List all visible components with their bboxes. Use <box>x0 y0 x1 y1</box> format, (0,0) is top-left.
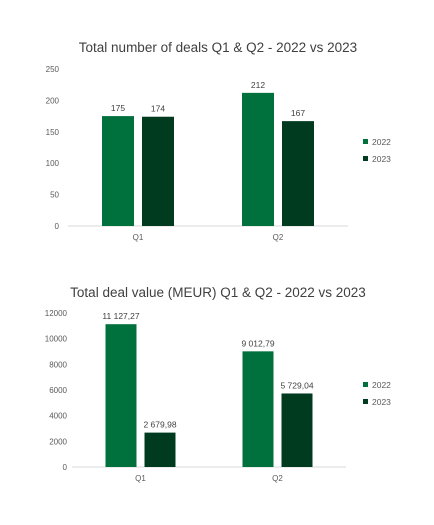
y-tick-label: 150 <box>46 128 60 137</box>
data-label: 212 <box>251 80 265 90</box>
data-label: 167 <box>291 108 305 118</box>
legend: 2022 2023 <box>363 137 391 164</box>
legend: 2022 2023 <box>363 380 391 407</box>
bar-q1-2022 <box>102 116 134 226</box>
data-label: 175 <box>111 103 125 113</box>
bar-q1-2023 <box>142 116 174 226</box>
chart-title: Total number of deals Q1 & Q2 - 2022 vs … <box>79 40 357 55</box>
legend-swatch <box>363 399 368 404</box>
y-tick-label: 250 <box>46 65 60 74</box>
y-tick-label: 4000 <box>49 412 67 421</box>
data-label: 174 <box>151 104 165 114</box>
y-tick-label: 12000 <box>45 309 68 318</box>
x-tick-label: Q2 <box>272 474 283 483</box>
legend-label: 2023 <box>372 154 391 164</box>
y-axis-ticks: 0 2000 4000 6000 8000 10000 12000 <box>45 309 68 472</box>
chart-title: Total deal value (MEUR) Q1 & Q2 - 2022 v… <box>70 285 366 300</box>
chart-deal-count: Total number of deals Q1 & Q2 - 2022 vs … <box>46 40 392 242</box>
y-tick-label: 50 <box>50 191 59 200</box>
legend-swatch <box>363 382 368 387</box>
bar-q2-2023 <box>281 393 313 467</box>
bar-q2-2022 <box>242 351 274 467</box>
legend-swatch <box>363 156 368 161</box>
legend-label: 2022 <box>372 137 391 147</box>
y-tick-label: 10000 <box>45 335 68 344</box>
legend-label: 2022 <box>372 380 391 390</box>
data-label: 9 012,79 <box>241 338 274 348</box>
x-axis-ticks: Q1 Q2 <box>133 233 284 242</box>
y-tick-label: 6000 <box>49 386 67 395</box>
bars: 175 174 212 167 <box>102 80 314 226</box>
y-tick-label: 0 <box>63 463 68 472</box>
bars: 11 127,27 2 679,98 9 012,79 5 729,04 <box>102 311 314 467</box>
y-tick-label: 100 <box>46 159 60 168</box>
y-axis-ticks: 0 50 100 150 200 250 <box>46 65 60 231</box>
bar-q1-2022 <box>105 324 137 467</box>
data-label: 5 729,04 <box>280 380 313 390</box>
legend-label: 2023 <box>372 397 391 407</box>
y-tick-label: 200 <box>46 96 60 105</box>
legend-swatch <box>363 139 368 144</box>
chart-deal-value: Total deal value (MEUR) Q1 & Q2 - 2022 v… <box>45 285 391 483</box>
bar-q2-2023 <box>282 121 314 226</box>
data-label: 11 127,27 <box>102 311 139 321</box>
y-tick-label: 8000 <box>49 360 67 369</box>
y-tick-label: 2000 <box>49 437 67 446</box>
data-label: 2 679,98 <box>143 420 176 430</box>
x-tick-label: Q2 <box>273 233 284 242</box>
y-tick-label: 0 <box>55 222 60 231</box>
x-axis-ticks: Q1 Q2 <box>135 474 283 483</box>
x-tick-label: Q1 <box>133 233 144 242</box>
bar-q1-2023 <box>144 432 176 467</box>
bar-q2-2022 <box>242 92 274 226</box>
x-tick-label: Q1 <box>135 474 146 483</box>
